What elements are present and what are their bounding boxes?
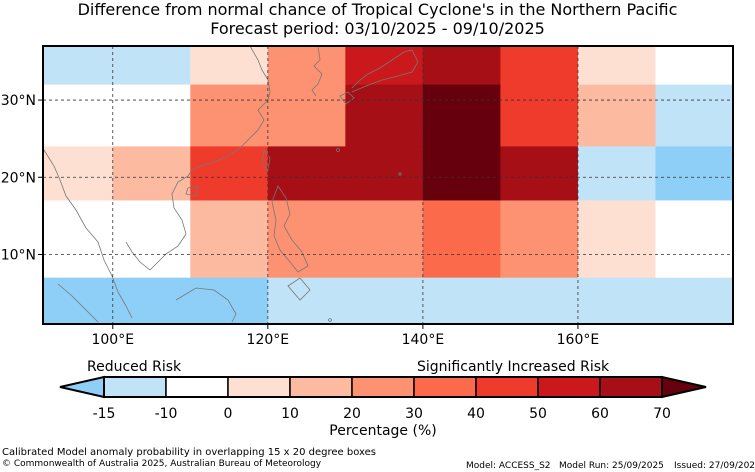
grid-cell — [267, 146, 424, 201]
grid-cell — [422, 46, 501, 86]
colorbar-tick-label: 0 — [224, 406, 233, 422]
grid-cell — [43, 84, 191, 147]
grid-cell — [500, 200, 579, 279]
lon-tick-label: 140°E — [402, 332, 445, 348]
grid-cell — [43, 200, 191, 279]
footer-model: Model: ACCESS_S2 — [466, 461, 551, 471]
grid-cell — [577, 46, 656, 86]
reduced-risk-label: Reduced Risk — [87, 359, 182, 375]
grid-cell — [43, 277, 269, 325]
title-line-1: Difference from normal chance of Tropica… — [77, 0, 678, 19]
footer-description: Calibrated Model anomaly probability in … — [2, 447, 377, 458]
footer-copyright: © Commonwealth of Australia 2025, Austra… — [2, 459, 322, 469]
colorbar-tick-label: 30 — [405, 406, 423, 422]
colorbar-outline — [103, 376, 663, 398]
lat-tick-label: 20°N — [1, 170, 36, 186]
grid-cell — [655, 200, 734, 279]
grid-cell — [190, 200, 269, 279]
colorbar-tick-label: 70 — [653, 406, 671, 422]
colorbar-tick-label: -15 — [93, 406, 116, 422]
colorbar-tick-label: 10 — [281, 406, 299, 422]
grid-cell — [267, 200, 424, 279]
colorbar-title: Percentage (%) — [329, 423, 436, 439]
grid-cell — [577, 200, 656, 279]
grid-cell — [577, 84, 656, 147]
grid-cell — [655, 146, 734, 201]
colorbar-swatch — [227, 376, 291, 398]
grid-cell — [655, 84, 734, 147]
colorbar-swatch — [475, 376, 539, 398]
colorbar-swatch — [289, 376, 353, 398]
grid-cell — [112, 146, 191, 201]
lon-tick-label: 160°E — [557, 332, 600, 348]
grid-cell — [422, 84, 501, 147]
colorbar-extend-low — [59, 375, 105, 399]
grid-cell — [500, 84, 579, 147]
lat-tick-label: 30°N — [1, 93, 36, 109]
colorbar-swatch — [103, 376, 167, 398]
grid-cell — [267, 277, 734, 325]
colorbar-swatch — [165, 376, 229, 398]
anomaly-grid — [43, 46, 734, 325]
footer-issued: Issued: 27/09/2025 — [674, 461, 755, 471]
grid-cell — [655, 46, 734, 86]
grid-cell — [422, 200, 501, 279]
grid-cell — [190, 146, 269, 201]
grid-cell — [500, 46, 579, 86]
grid-cell — [345, 84, 424, 147]
grid-cell — [577, 146, 656, 201]
colorbar-tick-label: 20 — [343, 406, 361, 422]
title-line-2: Forecast period: 03/10/2025 - 09/10/2025 — [210, 19, 545, 38]
grid-cell — [43, 146, 114, 201]
lon-tick-label: 120°E — [247, 332, 290, 348]
lat-tick-label: 10°N — [1, 248, 36, 264]
colorbar-tick-label: 60 — [591, 406, 609, 422]
coastline — [43, 45, 419, 323]
colorbar-swatch — [413, 376, 477, 398]
map-frame — [42, 45, 734, 325]
grid-cell — [43, 46, 191, 86]
grid-cell — [500, 146, 579, 201]
footer-model-run: Model Run: 25/09/2025 — [559, 461, 664, 471]
colorbar-tick-label: -10 — [155, 406, 178, 422]
colorbar-tick-label: 40 — [467, 406, 485, 422]
colorbar-swatch — [351, 376, 415, 398]
colorbar: -15 -10 0 10 20 30 40 50 60 70 — [59, 375, 707, 422]
colorbar-swatch — [537, 376, 601, 398]
grid-cell — [422, 146, 501, 201]
axis-ticks: 100°E 120°E 140°E 160°E 10°N 20°N 30°N — [1, 93, 600, 348]
lon-tick-label: 100°E — [91, 332, 134, 348]
increased-risk-label: Significantly Increased Risk — [417, 359, 610, 375]
grid-cell — [267, 46, 346, 86]
colorbar-swatch — [599, 376, 663, 398]
colorbar-extend-high — [661, 375, 707, 399]
graticule — [43, 46, 733, 324]
colorbar-tick-label: 50 — [529, 406, 547, 422]
grid-cell — [190, 46, 269, 86]
